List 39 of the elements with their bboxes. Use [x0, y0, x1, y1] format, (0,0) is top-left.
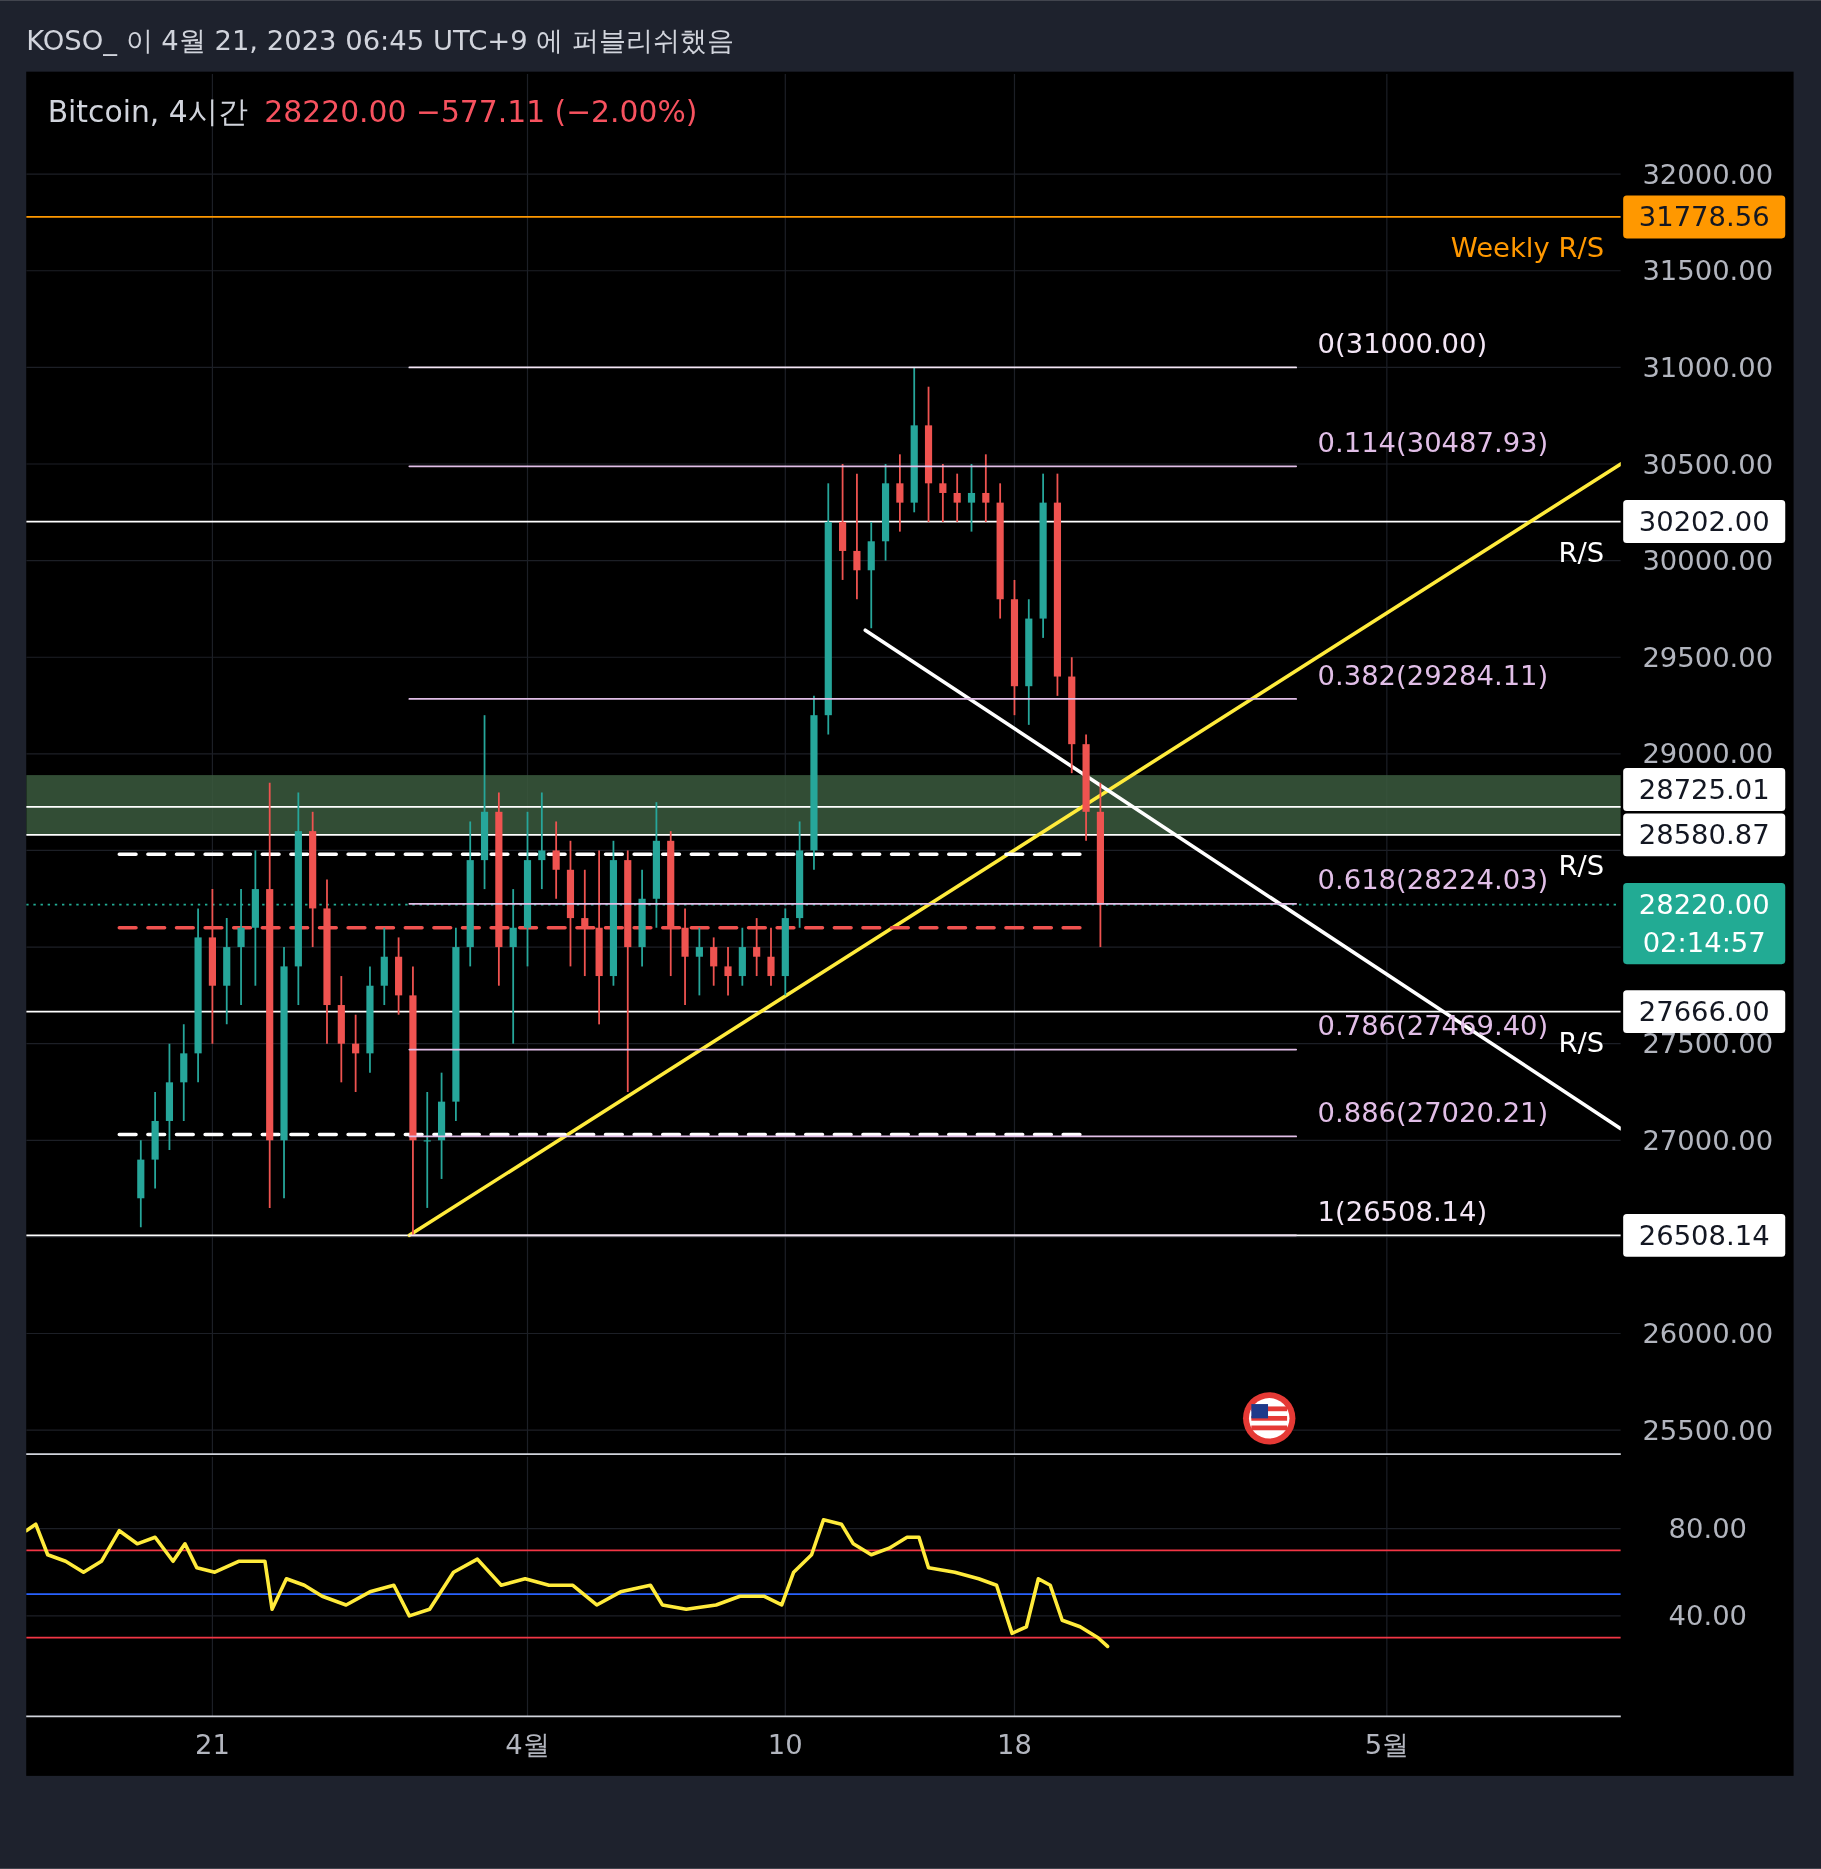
ref-line-label: 28580.87: [1638, 819, 1770, 851]
y-tick-label: 40.00: [1668, 1600, 1748, 1632]
x-tick-label: 21: [194, 1729, 230, 1761]
series-label: 0.382(29284.11): [1317, 659, 1549, 691]
annotation: R/S: [1558, 537, 1605, 569]
x-tick-label: 10: [767, 1729, 803, 1761]
annotation: Weekly R/S: [1450, 232, 1605, 264]
annotation: R/S: [1558, 850, 1605, 882]
y-tick-label: 27000.00: [1642, 1124, 1774, 1156]
text: KOSO_ 이 4월 21, 2023 06:45 UTC+9 에 퍼블리쉬했음: [26, 25, 735, 57]
y-tick-label: 31000.00: [1642, 351, 1774, 383]
y-tick-label: 31500.00: [1642, 255, 1774, 287]
text: 02:14:57: [1642, 927, 1766, 959]
series-label: 0.618(28224.03): [1317, 864, 1549, 896]
y-tick-label: 25500.00: [1642, 1414, 1774, 1446]
y-tick-label: 80.00: [1668, 1513, 1748, 1545]
y-tick-label: 29000.00: [1642, 738, 1774, 770]
series-label: 0.114(30487.93): [1317, 427, 1549, 459]
ref-line-label: 27666.00: [1638, 996, 1770, 1028]
y-tick-label: 26000.00: [1642, 1318, 1774, 1350]
x-tick-label: 5월: [1364, 1729, 1410, 1761]
ref-line-label: 28220.00: [1638, 889, 1770, 921]
ref-line-label: 26508.14: [1638, 1219, 1770, 1251]
ref-line-label: 28725.01: [1638, 774, 1770, 806]
annotation: R/S: [1558, 1027, 1605, 1059]
y-tick-label: 30500.00: [1642, 448, 1774, 480]
ref-line-label: 31778.56: [1638, 201, 1770, 233]
series-label: 0.886(27020.21): [1317, 1097, 1549, 1129]
ref-line-label: 30202.00: [1638, 506, 1770, 538]
text: Bitcoin, 4시간: [47, 93, 248, 129]
x-tick-label: 18: [997, 1729, 1032, 1761]
x-tick-label: 4월: [505, 1729, 550, 1761]
series-label: 1(26508.14): [1317, 1196, 1488, 1228]
y-tick-label: 32000.00: [1642, 158, 1774, 190]
y-tick-label: 29500.00: [1642, 641, 1774, 673]
y-tick-label: 27500.00: [1642, 1028, 1774, 1060]
y-tick-label: 30000.00: [1642, 545, 1774, 577]
series-label: 0(31000.00): [1317, 328, 1488, 360]
text: 28220.00 −577.11 (−2.00%): [264, 93, 698, 129]
